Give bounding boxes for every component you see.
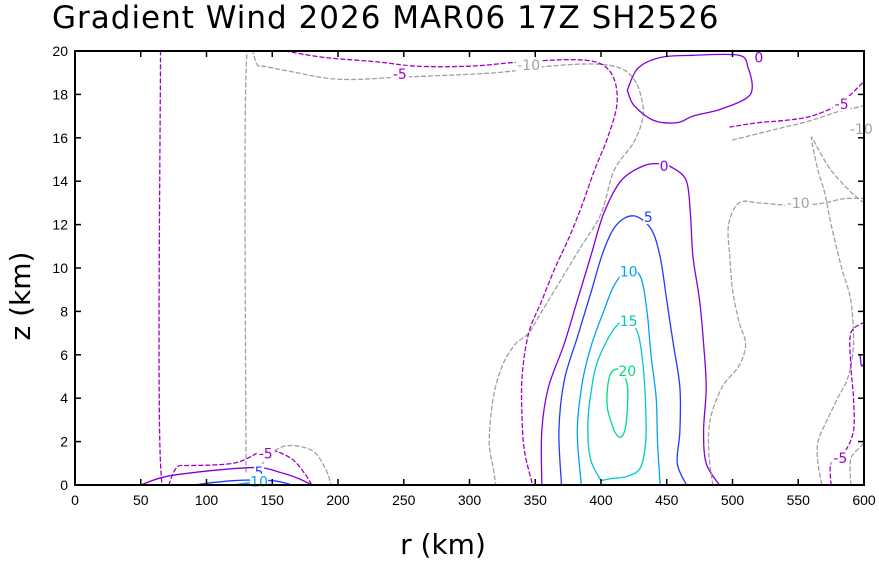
y-tick-label-14: 14	[52, 173, 68, 189]
y-tick-label-6: 6	[60, 347, 68, 363]
contour-label-bg-8	[619, 263, 638, 279]
contour-label-14: -5	[833, 451, 847, 467]
x-tick-label-0: 0	[71, 492, 79, 508]
contour-line-15-10	[587, 319, 647, 482]
contour-line-0-3	[140, 466, 313, 485]
y-tick-label-20: 20	[52, 43, 68, 59]
contour-label-bg-9	[619, 313, 638, 329]
y-axis-ticks: 0 2 4 6 8 10 12 14 16 18 20	[52, 43, 864, 493]
x-tick-label-50: 50	[133, 492, 149, 508]
contour-line-neg5-13	[729, 80, 864, 128]
contour-label-bg-0	[390, 65, 409, 81]
contour-line-0-12	[626, 53, 753, 124]
contour-line-neg10-18	[849, 440, 864, 485]
contour-label-9: 15	[620, 314, 638, 330]
x-tick-label-100: 100	[195, 492, 219, 508]
x-tick-label-400: 400	[589, 492, 613, 508]
contour-label-bg-11	[256, 445, 275, 461]
contour-lines	[140, 51, 864, 485]
x-tick-label-200: 200	[326, 492, 350, 508]
plot-frame	[74, 50, 865, 486]
contour-line-neg10-15	[810, 136, 864, 485]
contour-label-bg-4	[848, 121, 875, 137]
contour-label-4: -10	[850, 122, 873, 138]
x-tick-label-250: 250	[392, 492, 416, 508]
x-tick-label-350: 350	[524, 492, 548, 508]
y-tick-label-10: 10	[52, 260, 68, 276]
contour-label-bg-14	[831, 449, 850, 465]
y-axis-label: z (km)	[4, 252, 37, 341]
contour-label-1: -10	[517, 58, 540, 74]
x-axis-ticks: 0 50 100 150 200 250 300 350 400 450 500 550 600	[71, 51, 876, 508]
contour-line-5-8	[558, 215, 688, 485]
contour-line-neg10-1	[244, 51, 645, 485]
contour-label-bg-7	[643, 209, 654, 225]
chart-title: Gradient Wind 2026 MAR06 17Z SH2526	[52, 0, 720, 36]
contour-label-11: -5	[259, 447, 273, 463]
contour-label-7: 5	[644, 210, 653, 226]
x-tick-label-450: 450	[655, 492, 679, 508]
contour-label-3: -5	[835, 97, 849, 113]
contour-label-12: 5	[255, 465, 264, 481]
contour-label-bg-2	[753, 49, 764, 65]
contour-line-neg5-0	[158, 51, 313, 485]
contour-label-10: 20	[618, 364, 636, 380]
contour-line-neg10-2	[251, 444, 333, 485]
contour-label-8: 10	[620, 264, 638, 280]
contour-label-13: 10	[250, 475, 268, 491]
y-tick-label-18: 18	[52, 86, 68, 102]
contour-label-5: 0	[660, 159, 669, 175]
contour-line-neg10-16	[707, 197, 864, 485]
x-tick-label-300: 300	[458, 492, 482, 508]
y-tick-label-12: 12	[52, 217, 68, 233]
contour-label-2: 0	[754, 51, 763, 67]
x-tick-label-600: 600	[852, 492, 876, 508]
contour-line-neg5-6	[284, 51, 618, 485]
y-tick-label-16: 16	[52, 130, 68, 146]
contour-label-bg-6	[785, 194, 812, 210]
contour-label-bg-3	[832, 96, 851, 112]
y-tick-label-4: 4	[60, 390, 68, 406]
contour-label-bg-5	[659, 158, 670, 174]
y-tick-label-0: 0	[60, 477, 68, 493]
x-tick-label-150: 150	[261, 492, 285, 508]
contour-label-bg-1	[515, 57, 542, 73]
contour-label-0: -5	[393, 67, 407, 83]
y-tick-label-2: 2	[60, 434, 68, 450]
contour-label-6: -10	[787, 196, 810, 212]
x-axis-label: r (km)	[400, 528, 486, 561]
x-tick-label-550: 550	[787, 492, 811, 508]
contour-label-bg-10	[618, 363, 637, 379]
x-tick-label-500: 500	[721, 492, 745, 508]
contour-line-neg10-14	[731, 104, 864, 141]
y-tick-label-8: 8	[60, 303, 68, 319]
contour-label-bg-12	[254, 463, 265, 479]
